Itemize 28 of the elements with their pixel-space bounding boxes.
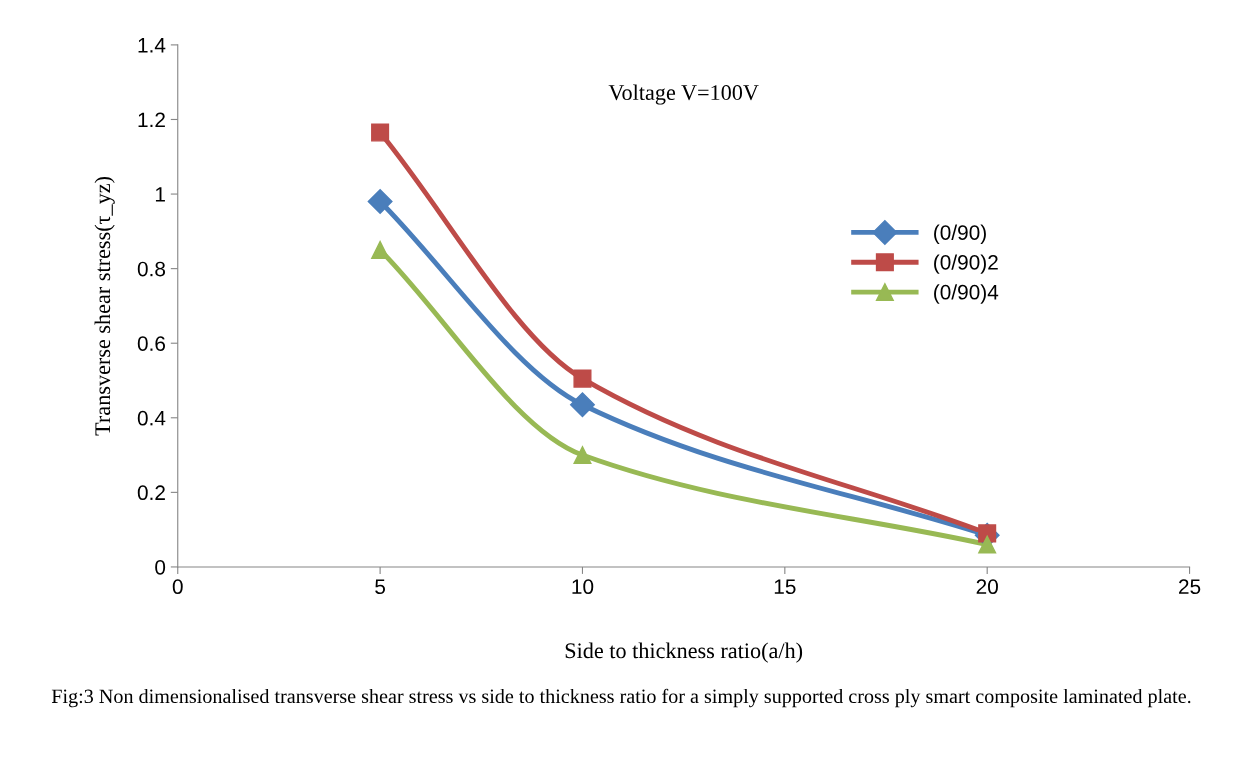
y-tick-label: 0.4	[137, 410, 166, 426]
y-tick-label: 0.8	[137, 261, 166, 277]
point	[573, 369, 592, 388]
y-axis-title: Transverse shear stress(τ_yz)	[94, 176, 115, 436]
y-tick-label: 0.6	[137, 336, 166, 351]
x-tick-label: 25	[1179, 579, 1201, 595]
y-tick-label: 1	[155, 187, 165, 202]
x-tick-label: 0	[172, 579, 183, 595]
x-tick-label: 5	[375, 579, 386, 595]
x-axis-title: Side to thickness ratio(a/h)	[565, 642, 803, 663]
annotation: Voltage V=100V	[608, 84, 759, 105]
point	[371, 240, 390, 260]
point	[371, 123, 390, 142]
point	[573, 446, 592, 465]
legend-label: (0/90)	[934, 224, 986, 245]
legend-label: (0/90)2	[934, 254, 998, 274]
x-tick-label: 15	[774, 579, 796, 595]
x-tick-label: 10	[572, 579, 594, 595]
y-tick-label: 1.2	[138, 112, 165, 128]
x-tick-label: 20	[976, 579, 998, 595]
point	[367, 189, 393, 214]
point	[978, 535, 997, 554]
y-tick-label: 0.2	[137, 485, 165, 501]
y-tick-label: 0	[155, 559, 166, 575]
text: Fig:3 Non dimensionalised transverse shear stress vs side to thickness ratio for a simply supported cross ply smart composite laminated plate.	[51, 688, 1191, 708]
legend-label: (0/90)4	[934, 284, 999, 304]
y-tick-label: 1.4	[138, 38, 166, 53]
point	[569, 392, 595, 418]
